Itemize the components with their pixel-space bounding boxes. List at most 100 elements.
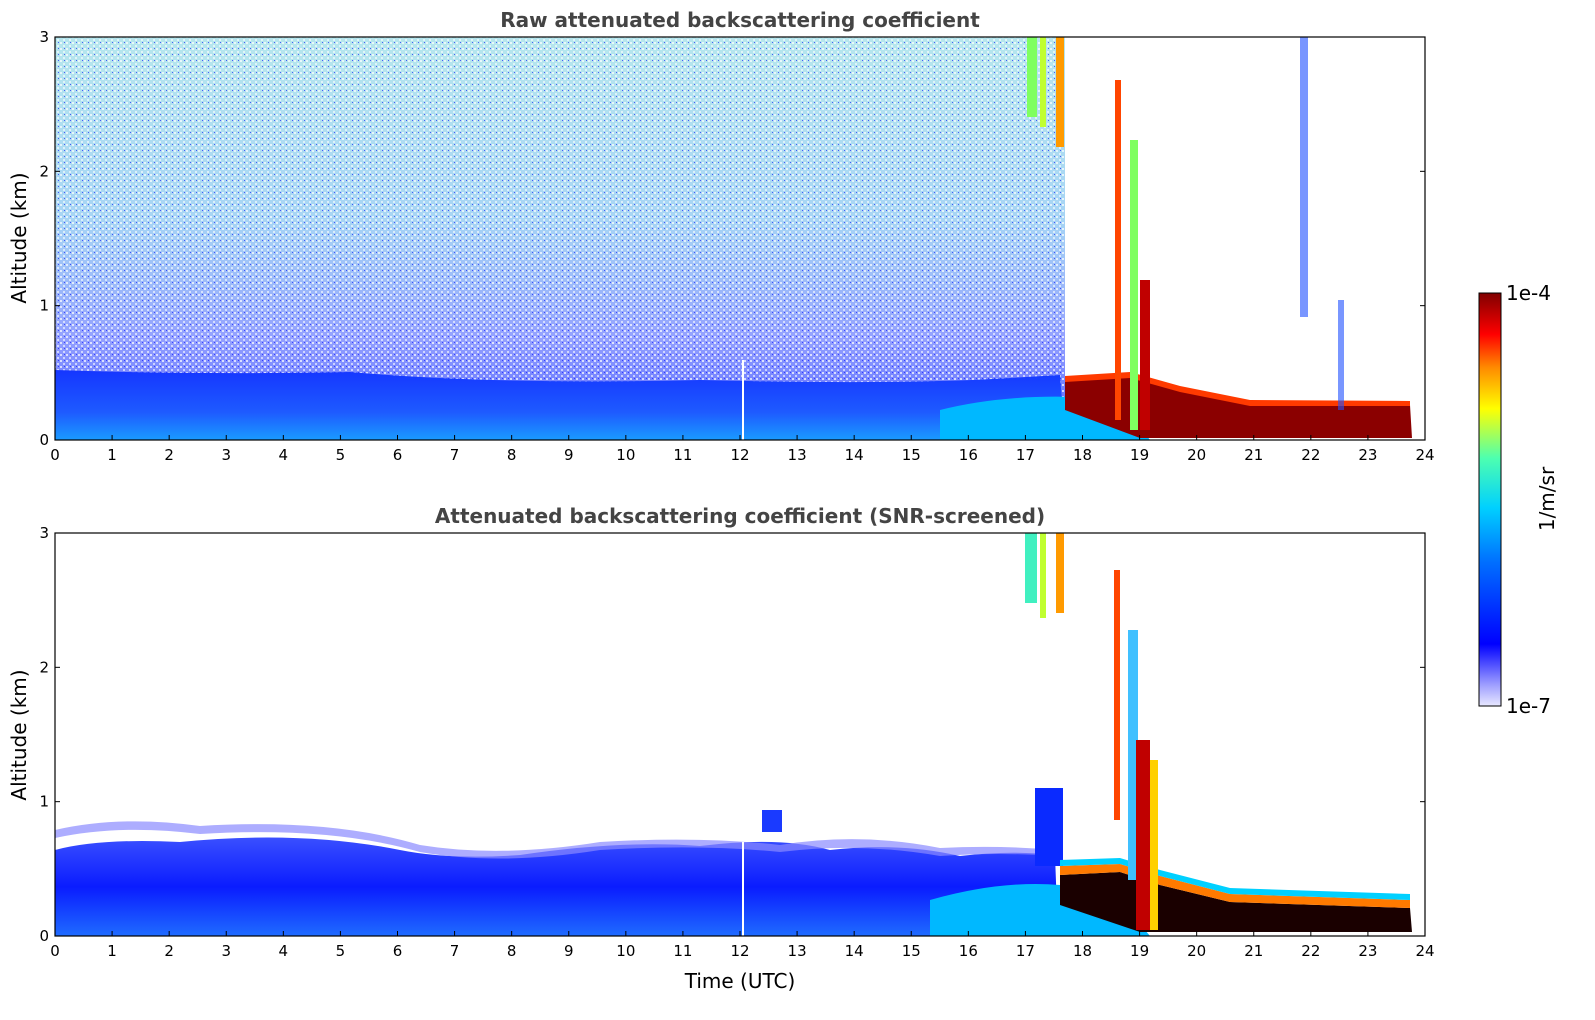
- panel1-y-axis: 0 1 2 3: [39, 28, 1425, 449]
- panel1-streak: [1130, 140, 1138, 430]
- y-tick-label: 1: [39, 297, 49, 315]
- x-tick-label: 9: [564, 446, 574, 464]
- x-tick-label: 11: [673, 942, 692, 960]
- panel2-plot-area: [55, 533, 1412, 936]
- x-tick-label: 9: [564, 942, 574, 960]
- x-tick-label: 4: [279, 446, 289, 464]
- raw-backscatter-panel: Raw attenuated backscattering coefficien…: [7, 8, 1435, 464]
- x-tick-label: 4: [279, 942, 289, 960]
- panel1-streak: [1027, 37, 1037, 117]
- panel2-streak: [1150, 760, 1158, 930]
- x-tick-label: 21: [1244, 446, 1263, 464]
- x-tick-label: 24: [1415, 446, 1434, 464]
- x-tick-label: 7: [450, 446, 460, 464]
- x-tick-label: 21: [1244, 942, 1263, 960]
- x-tick-label: 0: [50, 942, 60, 960]
- x-tick-label: 3: [221, 942, 231, 960]
- panel1-streak: [1040, 37, 1046, 127]
- colorbar-min-label: 1e-7: [1506, 694, 1551, 718]
- x-tick-label: 10: [616, 942, 635, 960]
- x-tick-label: 19: [1130, 446, 1149, 464]
- panel2-y-axis: 0 1 2 3: [39, 524, 1425, 945]
- x-tick-label: 3: [221, 446, 231, 464]
- x-tick-label: 16: [959, 942, 978, 960]
- colorbar-unit-label: 1/m/sr: [1535, 466, 1559, 531]
- y-tick-label: 3: [39, 524, 49, 542]
- x-tick-label: 23: [1358, 942, 1377, 960]
- panel2-elevated-feature: [1035, 788, 1063, 866]
- x-tick-label: 5: [336, 942, 346, 960]
- x-tick-label: 14: [845, 942, 864, 960]
- x-tick-label: 12: [730, 942, 749, 960]
- x-tick-label: 6: [393, 942, 403, 960]
- panel1-data-gap: [742, 360, 744, 440]
- x-tick-label: 14: [845, 446, 864, 464]
- x-tick-label: 17: [1016, 942, 1035, 960]
- x-tick-label: 22: [1301, 446, 1320, 464]
- x-tick-label: 12: [730, 446, 749, 464]
- y-tick-label: 2: [39, 162, 49, 180]
- panel2-streak: [1040, 533, 1046, 618]
- x-tick-label: 24: [1415, 942, 1434, 960]
- x-tick-label: 10: [616, 446, 635, 464]
- panel2-streak: [1114, 570, 1120, 820]
- x-tick-label: 6: [393, 446, 403, 464]
- x-tick-label: 1: [107, 942, 117, 960]
- panel2-streak: [1056, 533, 1064, 613]
- x-tick-label: 13: [788, 446, 807, 464]
- x-tick-label: 18: [1073, 446, 1092, 464]
- x-tick-label: 2: [164, 446, 174, 464]
- x-tick-label: 20: [1187, 942, 1206, 960]
- y-tick-label: 2: [39, 658, 49, 676]
- x-tick-label: 20: [1187, 446, 1206, 464]
- y-tick-label: 3: [39, 28, 49, 46]
- x-tick-label: 16: [959, 446, 978, 464]
- x-tick-label: 22: [1301, 942, 1320, 960]
- panel2-elevated-feature: [762, 810, 782, 832]
- panel2-data-gap: [742, 842, 744, 936]
- x-tick-label: 23: [1358, 446, 1377, 464]
- y-tick-label: 1: [39, 793, 49, 811]
- x-tick-label: 5: [336, 446, 346, 464]
- panel2-title: Attenuated backscattering coefficient (S…: [435, 504, 1045, 528]
- panel2-x-axis: 0 1 2 3 4 5 6 7 8 9 10 11 12 13 14 15 16 17 18 19 20 21 22 23 24: [50, 931, 1435, 960]
- panel1-cloud-layer: [1065, 375, 1412, 438]
- x-tick-label: 11: [673, 446, 692, 464]
- panel1-cloud-layer-edge: [1065, 372, 1410, 406]
- colorbar-max-label: 1e-4: [1506, 281, 1551, 305]
- x-tick-label: 19: [1130, 942, 1149, 960]
- screened-backscatter-panel: Attenuated backscattering coefficient (S…: [7, 504, 1435, 993]
- panel2-boundary-layer-top: [55, 821, 1055, 859]
- panel1-streak: [1140, 280, 1150, 430]
- colorbar: 1e-4 1e-7 1/m/sr: [1478, 281, 1559, 718]
- x-tick-label: 1: [107, 446, 117, 464]
- x-tick-label: 17: [1016, 446, 1035, 464]
- panel1-plot-area: [55, 37, 1412, 440]
- y-tick-label: 0: [39, 927, 49, 945]
- x-tick-label: 15: [902, 942, 921, 960]
- x-tick-label: 7: [450, 942, 460, 960]
- panel1-noise-speckle: [55, 37, 1065, 440]
- panel2-streak: [1136, 740, 1150, 930]
- panel2-x-label: Time (UTC): [684, 969, 796, 993]
- x-tick-label: 2: [164, 942, 174, 960]
- panel1-streak: [1300, 37, 1308, 317]
- x-tick-label: 0: [50, 446, 60, 464]
- panel1-streak: [1056, 37, 1064, 147]
- panel1-streak: [1115, 80, 1121, 420]
- y-tick-label: 0: [39, 431, 49, 449]
- panel1-streak: [1338, 300, 1344, 410]
- colorbar-gradient: [1478, 292, 1502, 707]
- panel1-boundary-layer: [55, 370, 1065, 440]
- panel1-x-axis: 0 1 2 3 4 5 6 7 8 9 10 11 12 13 14 15 16 17 18 19 20 21 22 23 24: [50, 435, 1435, 464]
- x-tick-label: 8: [507, 446, 517, 464]
- panel2-y-label: Altitude (km): [7, 669, 31, 800]
- panel1-title: Raw attenuated backscattering coefficien…: [500, 8, 980, 32]
- panel2-boundary-layer: [55, 837, 1058, 936]
- x-tick-label: 18: [1073, 942, 1092, 960]
- x-tick-label: 13: [788, 942, 807, 960]
- panel1-y-label: Altitude (km): [7, 172, 31, 303]
- x-tick-label: 15: [902, 446, 921, 464]
- panel2-streak: [1025, 533, 1037, 603]
